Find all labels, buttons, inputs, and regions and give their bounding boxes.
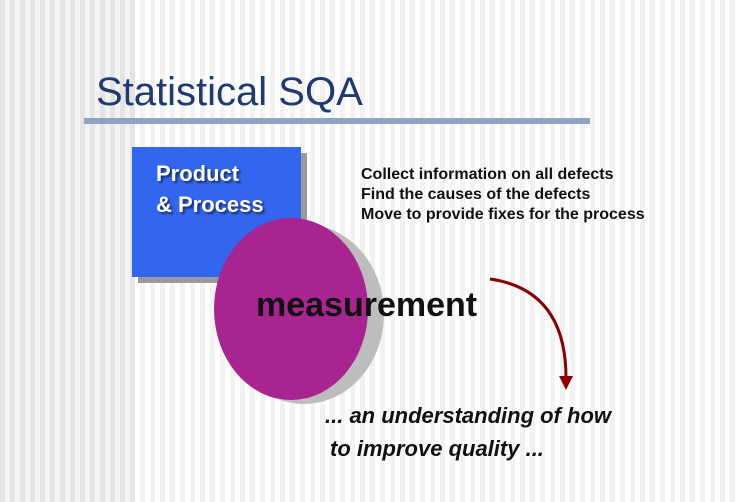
- arrow-head: [559, 376, 573, 390]
- left-background-band: [0, 0, 135, 502]
- list-item: Find the causes of the defects: [361, 186, 591, 203]
- outcome-line-1: ... an understanding of how: [325, 403, 611, 428]
- title-underline: [84, 118, 590, 124]
- defect-steps-list: Collect information on all defects Find …: [361, 165, 645, 225]
- slide-title: Statistical SQA: [96, 70, 363, 114]
- arrow-curve: [489, 277, 568, 379]
- measurement-label: measurement: [256, 286, 478, 324]
- outcome-text: ... an understanding of how to improve q…: [325, 399, 611, 465]
- outcome-line-2: to improve quality ...: [330, 436, 544, 461]
- box-line-2: & Process: [156, 192, 264, 217]
- list-item: Collect information on all defects: [361, 166, 614, 183]
- box-line-1: Product: [156, 161, 240, 186]
- product-process-label: Product & Process: [156, 158, 264, 220]
- list-item: Move to provide fixes for the process: [361, 206, 645, 223]
- measurement-ellipse: [214, 218, 368, 400]
